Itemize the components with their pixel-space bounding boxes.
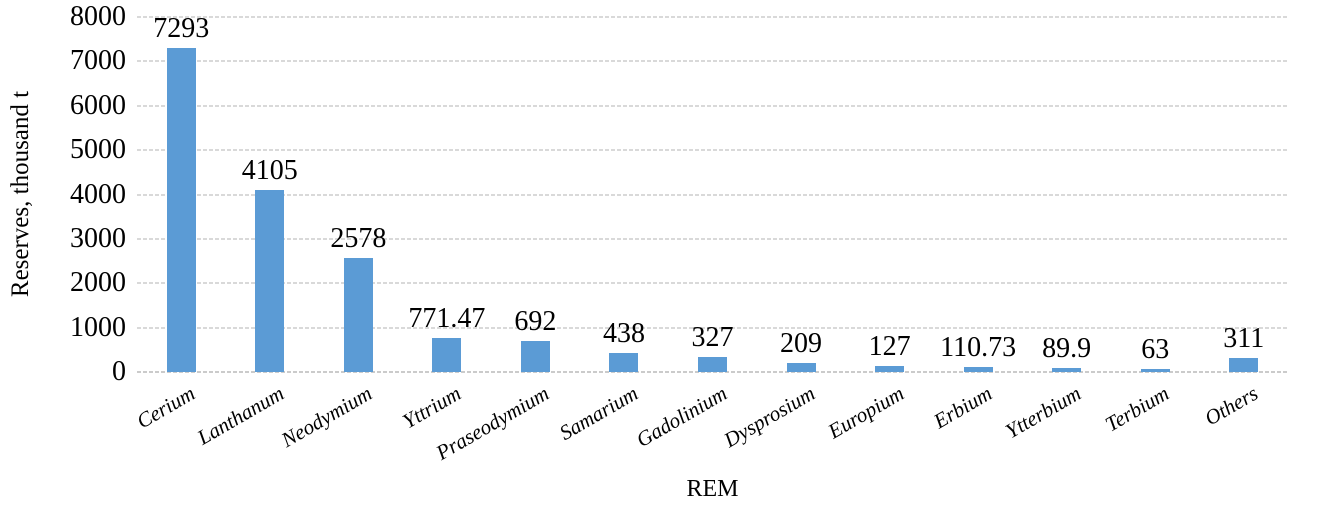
- y-tick-label: 3000: [70, 222, 126, 254]
- x-axis-title: REM: [686, 476, 739, 502]
- bar-others: [1229, 358, 1259, 372]
- bar-value-label: 692: [514, 306, 557, 338]
- y-tick-label: 7000: [70, 45, 126, 77]
- bar-value-label: 771.47: [408, 302, 486, 334]
- bar-terbium: [1140, 369, 1170, 372]
- gridline: [137, 237, 1288, 240]
- bar-value-label: 311: [1223, 323, 1265, 355]
- bar-lanthanum: [255, 189, 285, 372]
- bar-value-label: 438: [602, 317, 645, 349]
- gridline: [137, 149, 1288, 152]
- bar-europium: [875, 366, 905, 372]
- bar-value-label: 2578: [330, 222, 387, 254]
- y-tick-label: 5000: [70, 134, 126, 166]
- bar-value-label: 327: [691, 322, 734, 354]
- bar-dysprosium: [786, 362, 816, 372]
- y-tick-label: 8000: [70, 1, 126, 32]
- bar-value-label: 63: [1141, 334, 1170, 366]
- gridline: [137, 193, 1288, 196]
- y-tick-label: 1000: [70, 311, 126, 343]
- bar-gadolinium: [698, 357, 727, 372]
- bar-value-label: 89.9: [1042, 333, 1092, 364]
- bar-cerium: [166, 48, 196, 372]
- gridline: [137, 16, 1288, 18]
- y-tick-label: 2000: [70, 267, 126, 299]
- bar-value-label: 4105: [241, 154, 298, 186]
- y-tick-label: 4000: [70, 178, 126, 210]
- bar-value-label: 7293: [153, 13, 210, 45]
- y-tick-label: 6000: [70, 89, 126, 121]
- bar-samarium: [609, 352, 639, 372]
- bar-erbium: [963, 367, 993, 372]
- bar-value-label: 127: [868, 331, 911, 363]
- bar-yttrium: [432, 337, 462, 372]
- bar-neodymium: [343, 257, 373, 372]
- gridline: [137, 104, 1288, 107]
- x-axis-line: [137, 371, 1288, 373]
- y-tick-label: 0: [112, 356, 126, 387]
- bar-value-label: 209: [780, 327, 823, 359]
- bar-ytterbium: [1052, 368, 1082, 372]
- gridline: [137, 326, 1288, 329]
- bar-praseodymium: [520, 341, 550, 372]
- gridline: [137, 60, 1288, 63]
- gridline: [137, 282, 1288, 285]
- bar-value-label: 110.73: [940, 332, 1017, 364]
